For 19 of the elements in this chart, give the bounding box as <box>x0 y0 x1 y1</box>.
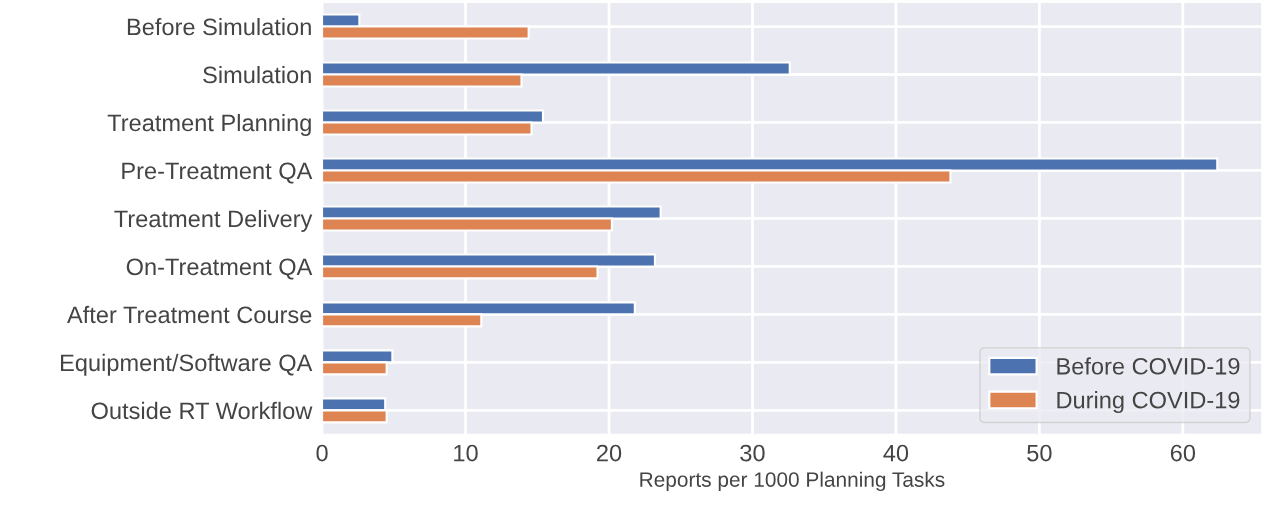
y-tick-label: On-Treatment QA <box>126 258 313 280</box>
x-tick-label: 20 <box>597 444 622 462</box>
x-axis-title: Reports per 1000 Planning Tasks <box>640 471 945 492</box>
y-tick-label: Treatment Planning <box>107 113 311 136</box>
y-tick-label: Equipment/Software QA <box>61 353 313 376</box>
y-tick-label: Treatment Delivery <box>114 209 313 232</box>
x-tick-label: 10 <box>454 444 478 462</box>
y-tick-label: Outside RT Workflow <box>91 401 313 420</box>
legend-label: During COVID-19 <box>1057 391 1240 414</box>
x-tick-label: 0 <box>316 444 328 462</box>
x-tick-label: 30 <box>740 444 765 462</box>
x-tick-label: 50 <box>1027 444 1052 462</box>
legend-label: Before COVID-19 <box>1057 357 1240 375</box>
x-tick-label: 40 <box>883 444 909 462</box>
y-tick-label: Simulation <box>203 65 311 84</box>
x-tick-label: 60 <box>1170 444 1196 462</box>
y-tick-label: After Treatment Course <box>67 305 312 324</box>
y-tick-label: Pre-Treatment QA <box>122 162 313 184</box>
y-tick-label: Before Simulation <box>127 17 311 36</box>
